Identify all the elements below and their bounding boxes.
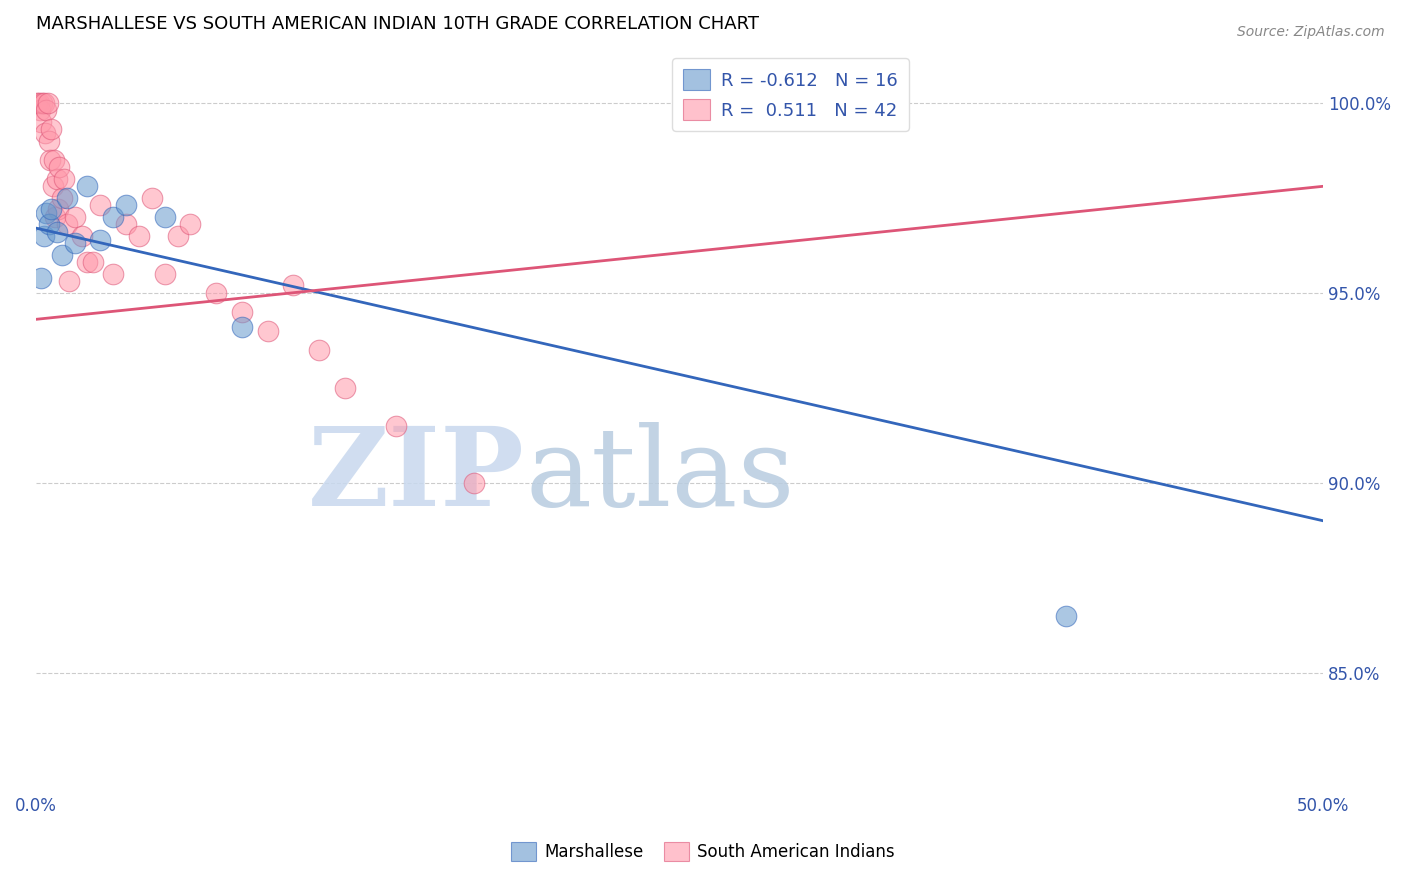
Point [28,103,51,118]
Text: MARSHALLESE VS SOUTH AMERICAN INDIAN 10TH GRADE CORRELATION CHART: MARSHALLESE VS SOUTH AMERICAN INDIAN 10T… [37,15,759,33]
Legend: Marshallese, South American Indians: Marshallese, South American Indians [505,835,901,868]
Point [231,320,253,334]
Point [56,191,79,205]
Point [141,191,163,205]
Point [63,236,86,251]
Point [153,267,176,281]
Point [34,126,56,140]
Point [463,475,485,490]
Point [41,202,63,216]
Point [51,248,73,262]
Point [32,228,55,243]
Point [39,153,62,167]
Point [166,228,188,243]
Point [56,217,79,231]
Point [31,95,53,110]
Point [76,179,98,194]
Point [205,285,228,300]
Point [72,228,94,243]
Point [115,198,138,212]
Point [32,95,55,110]
Point [35,206,58,220]
Point [115,217,138,231]
Point [231,304,253,318]
Point [46,202,69,216]
Text: atlas: atlas [524,422,794,529]
Point [1054,608,1077,623]
Point [89,198,111,212]
Point [30,114,52,128]
Text: Source: ZipAtlas.com: Source: ZipAtlas.com [1237,25,1385,39]
Point [45,171,67,186]
Point [35,103,58,118]
Point [179,217,201,231]
Point [63,210,86,224]
Point [101,210,124,224]
Text: ZIP: ZIP [308,422,524,529]
Point [308,343,330,357]
Point [25,95,48,110]
Point [53,171,76,186]
Point [27,95,49,110]
Point [153,210,176,224]
Legend: R = -0.612   N = 16, R =  0.511   N = 42: R = -0.612 N = 16, R = 0.511 N = 42 [672,58,908,131]
Point [41,122,63,136]
Point [38,134,60,148]
Point [128,228,150,243]
Point [101,267,124,281]
Point [45,225,67,239]
Point [51,191,73,205]
Point [41,179,63,194]
Point [30,270,52,285]
Point [283,278,305,293]
Point [385,418,408,433]
Point [38,217,60,231]
Point [37,95,59,110]
Point [42,153,65,167]
Point [48,161,70,175]
Point [58,274,80,288]
Point [44,210,66,224]
Point [76,255,98,269]
Point [82,255,104,269]
Point [89,233,111,247]
Point [256,324,278,338]
Point [333,381,356,395]
